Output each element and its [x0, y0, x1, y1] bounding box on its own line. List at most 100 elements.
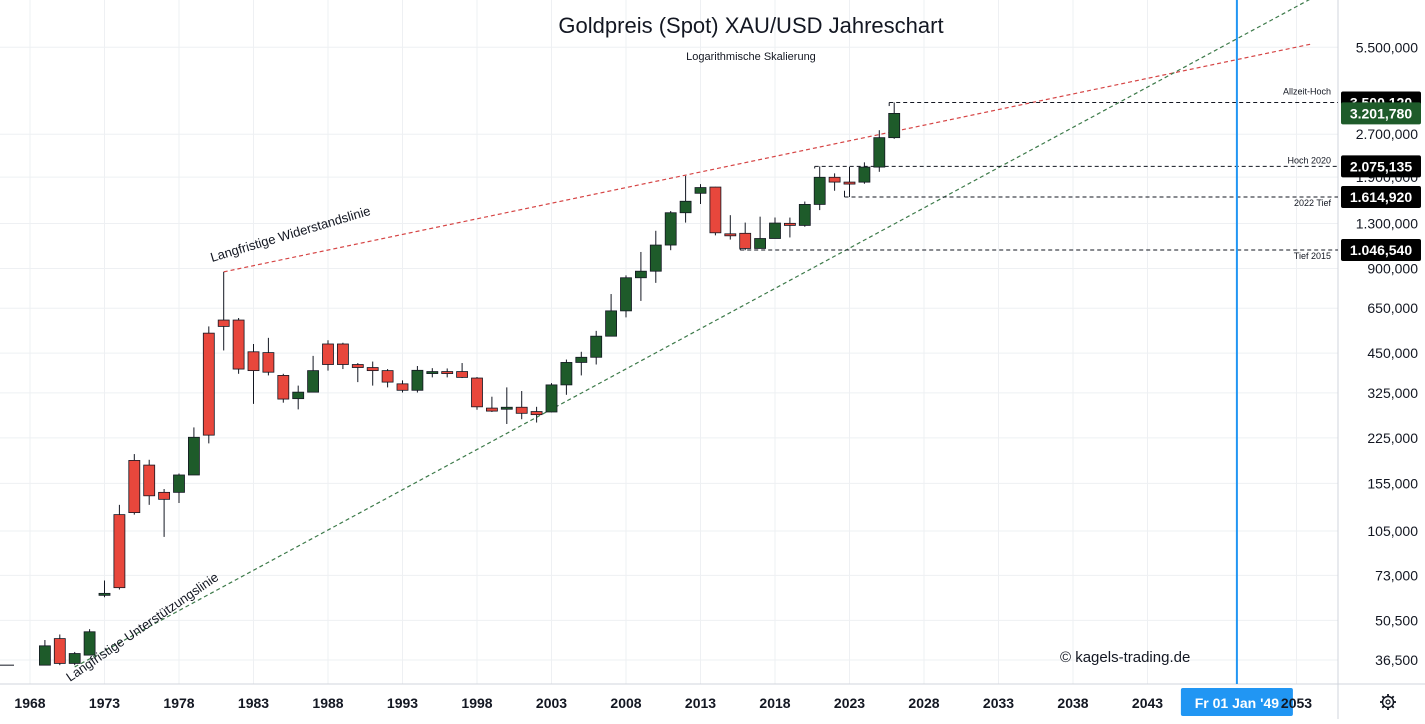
y-tick-label: 900,000	[1367, 260, 1418, 276]
candle[interactable]	[798, 201, 811, 227]
candle[interactable]	[262, 337, 275, 376]
candle[interactable]	[426, 368, 439, 378]
candle[interactable]	[98, 580, 111, 598]
candle[interactable]	[724, 215, 737, 240]
candle-body-down	[232, 319, 245, 370]
candle[interactable]	[560, 359, 573, 395]
candle-body-up	[307, 370, 320, 393]
candle[interactable]	[515, 391, 528, 420]
support-trendline[interactable]	[74, 0, 1312, 668]
candle[interactable]	[754, 216, 766, 249]
candle-body-up	[620, 277, 632, 312]
level-label: Allzeit-Hoch	[1283, 87, 1331, 97]
candle[interactable]	[605, 294, 617, 337]
candle[interactable]	[679, 175, 692, 223]
candle[interactable]	[366, 361, 379, 386]
candle[interactable]	[784, 217, 796, 238]
y-tick-label: 155,000	[1367, 475, 1418, 491]
candle-body-down	[530, 411, 543, 416]
candle[interactable]	[83, 629, 96, 656]
price-badge-bg	[1341, 239, 1421, 262]
candle[interactable]	[858, 162, 871, 184]
candle[interactable]	[813, 166, 826, 211]
candle[interactable]	[530, 406, 543, 423]
y-tick-label: 325,000	[1367, 385, 1418, 401]
candle[interactable]	[411, 366, 424, 393]
candle[interactable]	[709, 186, 722, 236]
candle[interactable]	[173, 473, 185, 503]
candle[interactable]	[128, 454, 141, 515]
candle[interactable]	[53, 634, 66, 666]
price-badge-text: 1.614,920	[1350, 189, 1412, 205]
x-tick-label: 2038	[1057, 695, 1088, 711]
candle[interactable]	[68, 651, 81, 666]
candle[interactable]	[187, 427, 200, 476]
candle-body-down	[784, 222, 796, 226]
candle-body-down	[351, 364, 364, 368]
candle-body-down	[158, 491, 171, 500]
candle[interactable]	[500, 387, 513, 424]
candle[interactable]	[217, 271, 230, 351]
crosshair-date-bg	[1180, 688, 1293, 716]
candle[interactable]	[888, 102, 901, 139]
gear-icon[interactable]	[1380, 694, 1396, 710]
candle[interactable]	[277, 373, 290, 403]
candle[interactable]	[485, 396, 498, 412]
candle-body-up	[649, 244, 662, 272]
candle[interactable]	[202, 326, 215, 444]
candle[interactable]	[456, 363, 469, 379]
candle[interactable]	[158, 489, 171, 537]
candles	[39, 102, 901, 666]
level-label: 2022 Tief	[1294, 198, 1332, 208]
candle-body-up	[635, 270, 647, 279]
x-tick-label: 2043	[1132, 695, 1163, 711]
candle[interactable]	[292, 385, 305, 410]
y-tick-label: 73,000	[1375, 567, 1418, 583]
candle[interactable]	[694, 184, 707, 205]
candle-body-up	[590, 335, 603, 358]
candle-body-down	[262, 352, 275, 373]
candle[interactable]	[307, 355, 320, 393]
candle[interactable]	[247, 343, 260, 404]
candle-body-up	[694, 187, 707, 194]
candle-body-up	[98, 592, 111, 596]
candle[interactable]	[843, 166, 856, 198]
y-tick-label: 225,000	[1367, 430, 1418, 446]
candle[interactable]	[828, 173, 841, 191]
candle[interactable]	[143, 459, 156, 505]
candle-body-down	[471, 377, 483, 408]
candle-body-down	[128, 460, 141, 514]
crosshair-date-text: Fr 01 Jan '49	[1195, 695, 1279, 711]
candle[interactable]	[39, 640, 51, 666]
candle-body-down	[336, 343, 349, 365]
candle[interactable]	[590, 330, 603, 365]
candle[interactable]	[381, 369, 394, 388]
candle[interactable]	[232, 317, 245, 374]
candle[interactable]	[396, 380, 409, 393]
x-tick-label: 2028	[908, 695, 939, 711]
price-badge-bg	[1341, 102, 1421, 125]
candle[interactable]	[664, 211, 677, 251]
level-price-badge: 1.046,540	[1341, 239, 1421, 262]
candle-body-up	[560, 362, 573, 386]
candle[interactable]	[873, 130, 886, 172]
resistance-trendline[interactable]	[223, 43, 1312, 273]
candle[interactable]	[769, 217, 781, 239]
candle-body-up	[873, 137, 886, 168]
candle-body-up	[769, 222, 781, 239]
candle[interactable]	[635, 251, 647, 301]
candle[interactable]	[336, 342, 349, 370]
candle[interactable]	[351, 363, 364, 383]
x-tick-label: 1978	[163, 695, 194, 711]
candle[interactable]	[620, 275, 632, 318]
candle[interactable]	[471, 377, 483, 410]
candle[interactable]	[575, 351, 588, 376]
candle[interactable]	[545, 383, 558, 413]
candle[interactable]	[322, 340, 334, 371]
candle[interactable]	[113, 504, 126, 590]
candle[interactable]	[649, 230, 662, 283]
candle[interactable]	[739, 222, 752, 251]
candle[interactable]	[441, 368, 454, 378]
